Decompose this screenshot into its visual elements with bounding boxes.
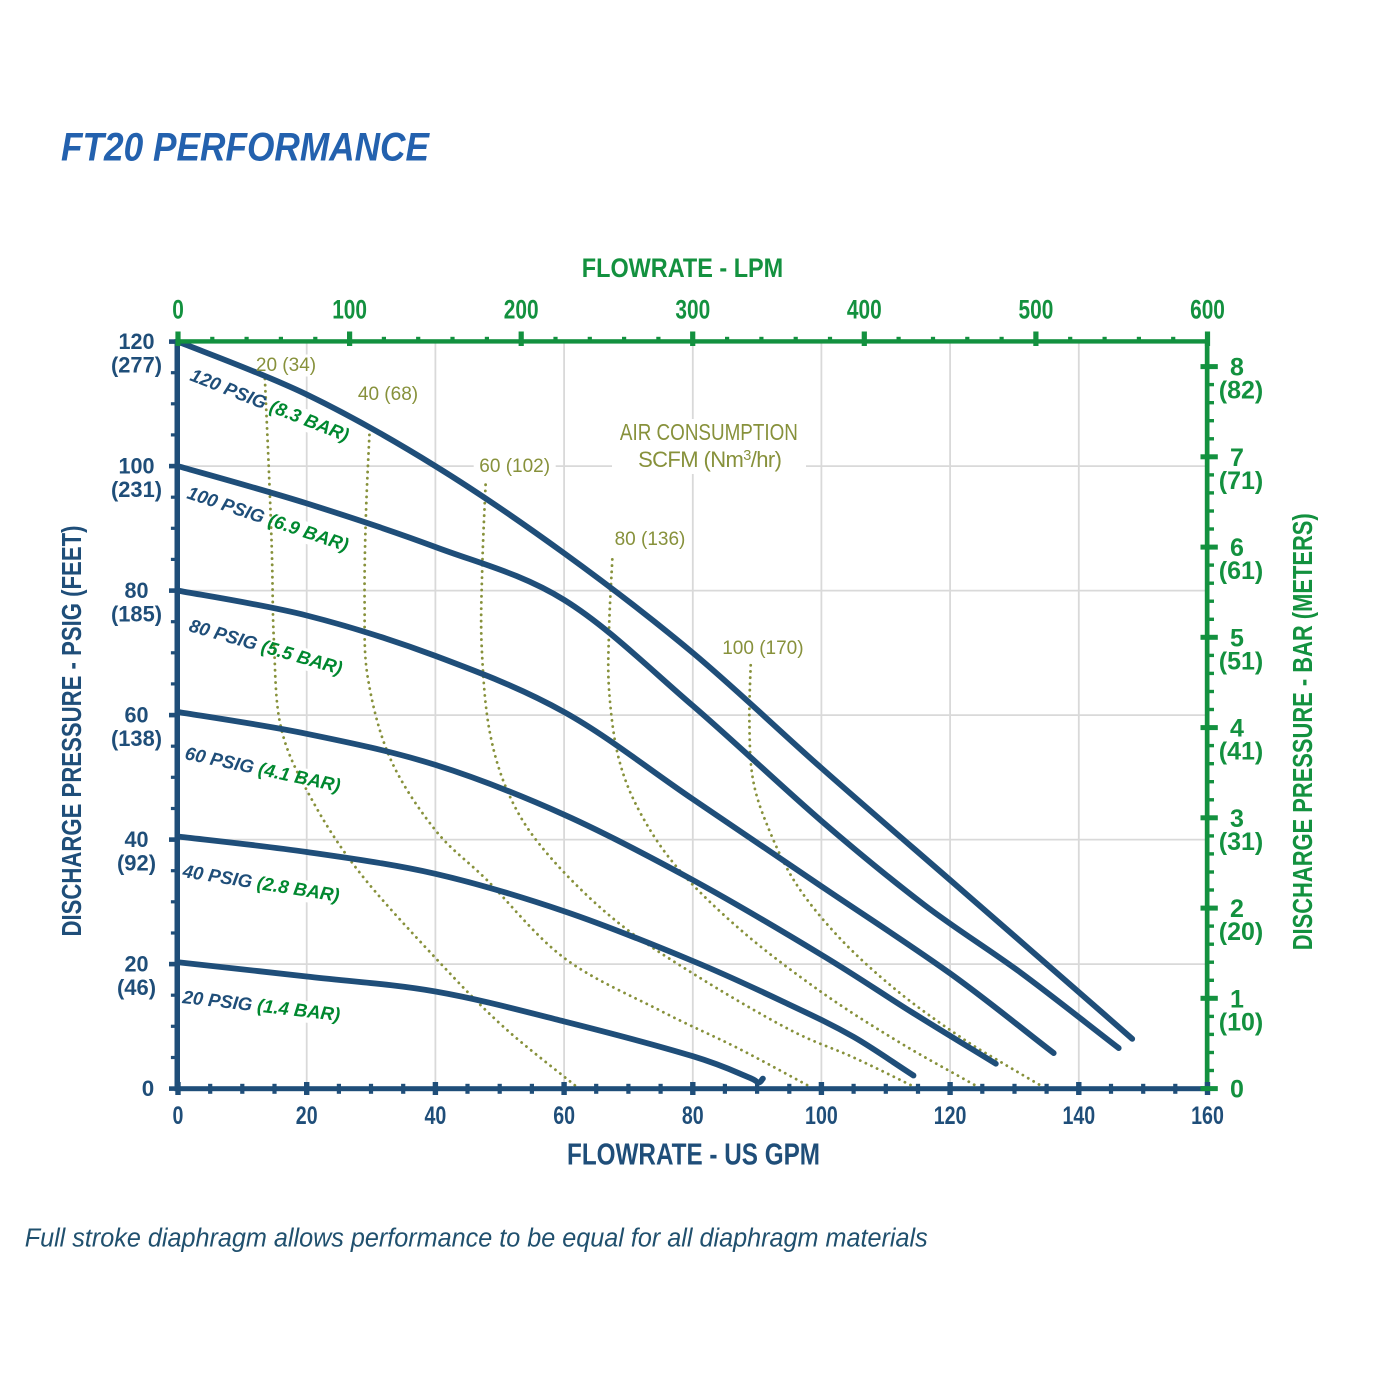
svg-text:SCFM (Nm3/hr): SCFM (Nm3/hr): [638, 447, 781, 472]
svg-text:100: 100: [332, 295, 367, 325]
svg-text:100: 100: [805, 1102, 838, 1130]
svg-text:60 (102): 60 (102): [479, 456, 550, 477]
svg-text:400: 400: [847, 295, 882, 325]
svg-text:80: 80: [682, 1102, 704, 1130]
svg-text:60: 60: [553, 1102, 575, 1130]
svg-text:(51): (51): [1219, 647, 1263, 675]
svg-text:40 (68): 40 (68): [358, 384, 418, 405]
svg-text:(41): (41): [1219, 738, 1263, 766]
svg-text:AIR CONSUMPTION: AIR CONSUMPTION: [620, 419, 798, 445]
svg-text:20: 20: [296, 1102, 318, 1130]
svg-text:DISCHARGE PRESSURE - BAR (METE: DISCHARGE PRESSURE - BAR (METERS): [1287, 513, 1318, 950]
svg-text:(277): (277): [111, 353, 162, 378]
svg-text:2: 2: [1230, 895, 1244, 923]
svg-text:300: 300: [675, 295, 710, 325]
svg-text:(10): (10): [1219, 1008, 1263, 1036]
svg-text:4: 4: [1230, 715, 1244, 743]
svg-text:40: 40: [125, 827, 149, 852]
svg-text:7: 7: [1230, 444, 1244, 472]
svg-text:(82): (82): [1219, 377, 1263, 405]
svg-text:(231): (231): [111, 477, 162, 502]
svg-text:6: 6: [1230, 534, 1244, 562]
svg-text:40: 40: [425, 1102, 447, 1130]
svg-text:100: 100: [119, 453, 155, 478]
svg-text:0: 0: [1230, 1076, 1244, 1104]
svg-text:(92): (92): [117, 851, 156, 876]
svg-text:FT20 PERFORMANCE: FT20 PERFORMANCE: [61, 125, 430, 169]
svg-text:(20): (20): [1219, 918, 1263, 946]
svg-text:(138): (138): [111, 726, 162, 751]
svg-text:5: 5: [1230, 624, 1244, 652]
svg-text:120: 120: [934, 1102, 967, 1130]
svg-text:0: 0: [172, 295, 184, 325]
svg-text:140: 140: [1062, 1102, 1095, 1130]
svg-text:120: 120: [119, 329, 155, 354]
svg-text:3: 3: [1230, 805, 1244, 833]
svg-text:200: 200: [504, 295, 539, 325]
svg-text:160: 160: [1191, 1102, 1224, 1130]
svg-text:0: 0: [142, 1076, 154, 1101]
svg-text:(61): (61): [1219, 557, 1263, 585]
svg-text:DISCHARGE PRESSURE - PSIG (FE: DISCHARGE PRESSURE - PSIG (FEET): [56, 526, 87, 937]
svg-text:500: 500: [1019, 295, 1054, 325]
svg-text:20 (34): 20 (34): [256, 355, 316, 376]
svg-text:100 (170): 100 (170): [722, 638, 803, 659]
svg-text:Full stroke diaphragm allows p: Full stroke diaphragm allows performance…: [25, 1225, 928, 1253]
svg-text:(31): (31): [1219, 828, 1263, 856]
svg-text:40 PSIG (2.8 BAR): 40 PSIG (2.8 BAR): [180, 860, 341, 906]
svg-text:1: 1: [1230, 985, 1244, 1013]
svg-text:20: 20: [125, 951, 149, 976]
svg-text:(46): (46): [117, 975, 156, 1000]
svg-text:FLOWRATE - US GPM: FLOWRATE - US GPM: [567, 1137, 820, 1172]
svg-text:60: 60: [125, 702, 149, 727]
svg-text:80 (136): 80 (136): [615, 529, 686, 550]
svg-text:(185): (185): [111, 602, 162, 627]
svg-text:80: 80: [125, 578, 149, 603]
svg-text:0: 0: [173, 1102, 184, 1130]
svg-text:80 PSIG (5.5 BAR): 80 PSIG (5.5 BAR): [187, 615, 345, 679]
svg-text:20 PSIG (1.4 BAR): 20 PSIG (1.4 BAR): [181, 986, 342, 1025]
svg-text:8: 8: [1230, 354, 1244, 382]
svg-text:(71): (71): [1219, 467, 1263, 495]
svg-text:600: 600: [1190, 295, 1225, 325]
svg-text:FLOWRATE - LPM: FLOWRATE - LPM: [582, 253, 783, 283]
